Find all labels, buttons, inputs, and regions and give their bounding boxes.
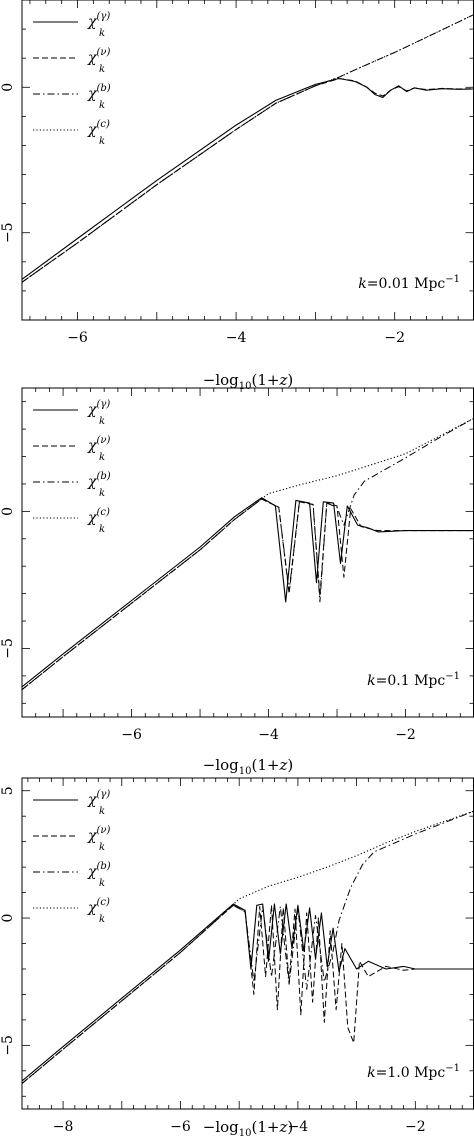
legend-subscript: k <box>99 806 105 817</box>
y-tick-label: 0 <box>0 83 16 92</box>
legend-label: χ(b) <box>87 861 111 880</box>
y-tick-label: 0 <box>0 507 16 516</box>
y-tick-label: −5 <box>0 1035 16 1056</box>
chart-panel-2: −6 −4 −20−5χ(γ)kχ(ν)kχ(b)kχ(c)kk=0.1 Mpc−1… <box>0 387 474 777</box>
legend-subscript: k <box>99 416 105 427</box>
y-tick-label: 5 <box>0 786 16 795</box>
legend-subscript: k <box>99 842 105 853</box>
legend-label: χ(ν) <box>87 825 110 844</box>
legend-subscript: k <box>99 64 105 75</box>
legend-subscript: k <box>99 100 105 111</box>
y-tick-label: −5 <box>0 222 16 243</box>
x-axis-label: −log10(1+z) <box>203 371 293 392</box>
k-annotation: k=0.01 Mpc−1 <box>358 274 460 292</box>
legend-subscript: k <box>99 524 105 535</box>
legend-label: χ(γ) <box>87 789 110 808</box>
chart-panel-3: −8 −6 −4 −250−5χ(γ)kχ(ν)kχ(b)kχ(c)kk=1.0 Mp… <box>0 777 474 1139</box>
y-tick-label: 0 <box>0 914 16 923</box>
series-line-dashdot <box>22 810 474 1084</box>
x-tick-label: −6 <box>67 330 88 346</box>
legend-label: χ(γ) <box>87 11 110 30</box>
series-line-solid <box>22 497 474 688</box>
legend-subscript: k <box>99 914 105 925</box>
series-line-solid <box>22 77 474 280</box>
legend-subscript: k <box>99 28 105 39</box>
x-tick-label: −6 <box>170 1119 191 1135</box>
x-tick-label: −2 <box>405 1119 426 1135</box>
series-line-dotted <box>22 14 474 283</box>
legend-label: χ(c) <box>87 897 110 916</box>
series-line-dotted <box>22 417 474 691</box>
plot-frame <box>21 0 474 321</box>
series-line-solid <box>22 903 474 1082</box>
x-tick-label: −2 <box>384 330 405 346</box>
x-tick-label: −2 <box>395 727 416 743</box>
legend-label: χ(γ) <box>87 399 110 418</box>
x-tick-label: −6 <box>121 727 142 743</box>
legend-subscript: k <box>99 878 105 889</box>
legend-label: χ(b) <box>87 83 111 102</box>
series-line-dashed <box>22 904 474 1084</box>
x-axis-label: −log10(1+z) <box>203 1118 293 1139</box>
k-annotation: k=1.0 Mpc−1 <box>367 1063 460 1081</box>
legend-label: χ(c) <box>87 507 110 526</box>
legend-subscript: k <box>99 136 105 147</box>
legend-label: χ(ν) <box>87 47 110 66</box>
legend-label: χ(ν) <box>87 435 110 454</box>
legend-subscript: k <box>99 452 105 463</box>
x-axis-label: −log10(1+z) <box>203 756 293 777</box>
legend-label: χ(b) <box>87 471 111 490</box>
series-group <box>22 14 474 283</box>
series-line-dotted <box>22 810 474 1084</box>
y-tick-label: −5 <box>0 638 16 659</box>
series-line-dashdot <box>22 417 474 690</box>
legend: χ(γ)kχ(ν)kχ(b)kχ(c)k <box>33 11 111 147</box>
x-tick-label: −4 <box>258 727 279 743</box>
series-line-dashed <box>22 498 474 690</box>
x-tick-label: −4 <box>288 1119 309 1135</box>
chart-panel-1: −6 −4 −20−5χ(γ)kχ(ν)kχ(b)kχ(c)kk=0.01 Mpc−… <box>0 0 474 392</box>
series-group <box>22 417 474 691</box>
x-tick-label: −8 <box>53 1119 74 1135</box>
x-tick-label: −4 <box>226 330 247 346</box>
legend-label: χ(c) <box>87 119 110 138</box>
series-line-dashed <box>22 78 474 283</box>
k-annotation: k=0.1 Mpc−1 <box>367 671 460 689</box>
legend: χ(γ)kχ(ν)kχ(b)kχ(c)k <box>33 399 111 535</box>
series-group <box>22 810 474 1084</box>
legend-subscript: k <box>99 488 105 499</box>
legend: χ(γ)kχ(ν)kχ(b)kχ(c)k <box>33 789 111 925</box>
